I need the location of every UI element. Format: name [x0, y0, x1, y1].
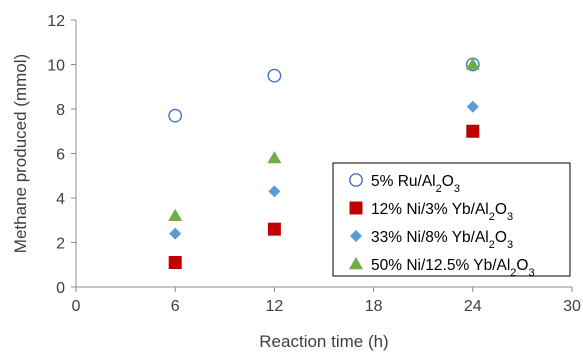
data-point — [267, 150, 282, 164]
data-point — [466, 124, 480, 138]
legend-box — [332, 162, 571, 277]
y-tick-label: 6 — [56, 147, 65, 164]
data-point — [268, 185, 281, 198]
x-tick-label: 0 — [72, 298, 81, 315]
y-tick-label: 2 — [56, 236, 65, 253]
legend-marker — [349, 201, 363, 215]
y-tick-label: 4 — [56, 191, 65, 208]
y-tick-label: 0 — [56, 280, 65, 297]
x-tick-label: 6 — [171, 298, 180, 315]
x-tick-label: 18 — [365, 298, 383, 315]
data-point — [169, 227, 182, 240]
axes — [71, 19, 573, 292]
x-axis-title: Reaction time (h) — [259, 332, 388, 351]
data-point — [466, 100, 479, 113]
y-axis-title: Methane produced (mmol) — [11, 54, 30, 253]
data-points — [168, 57, 480, 270]
y-tick-label: 12 — [47, 13, 65, 30]
data-point — [267, 222, 281, 236]
data-point — [267, 68, 282, 83]
legend-marker — [349, 257, 363, 270]
data-point — [168, 108, 183, 123]
x-tick-label: 24 — [464, 298, 482, 315]
legend-label: 12% Ni/3% Yb/Al2O3 — [371, 201, 513, 223]
data-point — [168, 208, 183, 222]
legend: 5% Ru/Al2O3 12% Ni/3% Yb/Al2O3 33% Ni/8% Y… — [332, 162, 571, 279]
x-tick-label: 12 — [266, 298, 284, 315]
legend-label: 33% Ni/8% Yb/Al2O3 — [371, 229, 513, 251]
data-point — [465, 57, 480, 70]
legend-label: 50% Ni/12.5% Yb/Al2O3 — [371, 257, 535, 279]
legend-marker — [349, 173, 363, 187]
y-tick-label: 10 — [47, 58, 65, 75]
data-point — [168, 256, 182, 270]
legend-label: 5% Ru/Al2O3 — [371, 173, 460, 195]
legend-marker — [350, 230, 362, 242]
x-tick-label: 30 — [563, 298, 581, 315]
y-tick-label: 8 — [56, 102, 65, 119]
